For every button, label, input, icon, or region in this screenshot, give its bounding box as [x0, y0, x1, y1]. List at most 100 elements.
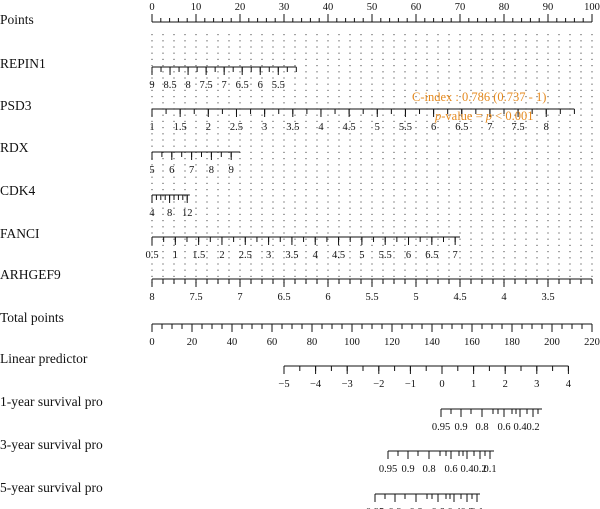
grid-dot	[470, 238, 472, 240]
grid-dot	[580, 164, 582, 166]
grid-dot	[536, 232, 538, 234]
grid-dot	[393, 158, 395, 160]
grid-dot	[327, 102, 329, 104]
grid-dot	[173, 207, 175, 209]
grid-dot	[569, 213, 571, 215]
grid-dot	[415, 244, 417, 246]
row-linear-predictor: Linear predictor−5 −4 −3 −2 −1 0 1 2 3 4	[0, 351, 572, 390]
tick-label: 6.5	[277, 292, 290, 303]
grid-dot	[437, 244, 439, 246]
grid-dot	[591, 34, 593, 36]
tick-label: 120	[384, 337, 400, 348]
grid-dot	[184, 207, 186, 209]
grid-dot	[591, 244, 593, 246]
grid-dot	[162, 46, 164, 48]
grid-dot	[415, 213, 417, 215]
grid-dot	[536, 170, 538, 172]
grid-dot	[514, 46, 516, 48]
grid-dot	[316, 189, 318, 191]
grid-dot	[481, 220, 483, 222]
grid-dot	[305, 244, 307, 246]
grid-dot	[250, 65, 252, 67]
grid-dot	[338, 275, 340, 277]
grid-dot	[151, 182, 153, 184]
grid-dot	[173, 65, 175, 67]
grid-dot	[459, 127, 461, 129]
grid-dot	[547, 257, 549, 259]
grid-dot	[426, 40, 428, 42]
grid-dot	[514, 213, 516, 215]
grid-dot	[371, 83, 373, 85]
grid-dot	[272, 195, 274, 197]
grid-dot	[437, 34, 439, 36]
grid-dot	[459, 213, 461, 215]
grid-dot	[338, 164, 340, 166]
grid-dot	[503, 96, 505, 98]
grid-dot	[503, 275, 505, 277]
grid-dot	[316, 40, 318, 42]
grid-dot	[261, 164, 263, 166]
grid-dot	[327, 207, 329, 209]
grid-dot	[547, 133, 549, 135]
grid-dot	[327, 213, 329, 215]
grid-dot	[305, 176, 307, 178]
grid-dot	[492, 46, 494, 48]
grid-dot	[470, 102, 472, 104]
grid-dot	[591, 102, 593, 104]
grid-dot	[470, 220, 472, 222]
grid-dot	[591, 207, 593, 209]
grid-dot	[360, 102, 362, 104]
grid-dot	[272, 40, 274, 42]
grid-dot	[393, 182, 395, 184]
grid-dot	[195, 207, 197, 209]
grid-dot	[217, 207, 219, 209]
grid-dot	[261, 220, 263, 222]
grid-dot	[481, 232, 483, 234]
grid-dot	[514, 220, 516, 222]
grid-dot	[195, 127, 197, 129]
grid-dot	[393, 269, 395, 271]
tick-label: 7.5	[189, 292, 202, 303]
grid-dot	[426, 77, 428, 79]
grid-dot	[283, 213, 285, 215]
grid-dot	[327, 195, 329, 197]
grid-dot	[151, 46, 153, 48]
grid-dot	[536, 133, 538, 135]
grid-dot	[360, 275, 362, 277]
grid-dot	[393, 176, 395, 178]
grid-dot	[393, 102, 395, 104]
grid-dot	[184, 257, 186, 259]
grid-dot	[151, 251, 153, 253]
grid-dot	[437, 89, 439, 91]
grid-dot	[371, 195, 373, 197]
grid-dot	[327, 164, 329, 166]
grid-dot	[162, 158, 164, 160]
grid-dot	[470, 257, 472, 259]
grid-dot	[580, 232, 582, 234]
grid-dot	[514, 244, 516, 246]
grid-dot	[206, 46, 208, 48]
grid-dot	[162, 65, 164, 67]
grid-dot	[580, 275, 582, 277]
grid-dot	[393, 77, 395, 79]
grid-dot	[250, 158, 252, 160]
grid-dot	[239, 232, 241, 234]
grid-dot	[426, 102, 428, 104]
grid-dot	[327, 127, 329, 129]
grid-dot	[371, 238, 373, 240]
grid-dot	[503, 145, 505, 147]
grid-dot	[228, 77, 230, 79]
grid-dot	[536, 77, 538, 79]
grid-dot	[316, 176, 318, 178]
grid-dot	[470, 275, 472, 277]
grid-dot	[272, 139, 274, 141]
grid-dot	[470, 213, 472, 215]
grid-dot	[162, 275, 164, 277]
grid-dot	[426, 164, 428, 166]
grid-dot	[525, 151, 527, 153]
grid-dot	[250, 96, 252, 98]
grid-dot	[151, 120, 153, 122]
grid-dot	[459, 139, 461, 141]
grid-dot	[239, 263, 241, 265]
grid-dot	[481, 164, 483, 166]
